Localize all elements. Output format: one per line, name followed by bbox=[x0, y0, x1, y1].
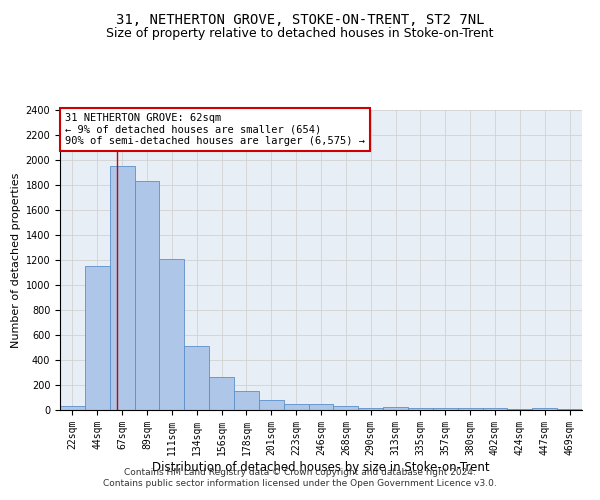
Bar bbox=[259, 400, 284, 410]
Bar bbox=[358, 408, 383, 410]
Bar bbox=[110, 166, 134, 410]
Text: Contains HM Land Registry data © Crown copyright and database right 2024.
Contai: Contains HM Land Registry data © Crown c… bbox=[103, 468, 497, 487]
Text: Size of property relative to detached houses in Stoke-on-Trent: Size of property relative to detached ho… bbox=[106, 28, 494, 40]
Bar bbox=[532, 408, 557, 410]
Bar bbox=[458, 408, 482, 410]
Bar bbox=[408, 408, 433, 410]
Bar bbox=[308, 404, 334, 410]
Y-axis label: Number of detached properties: Number of detached properties bbox=[11, 172, 22, 348]
Bar bbox=[433, 408, 458, 410]
Bar bbox=[284, 404, 308, 410]
Bar bbox=[482, 408, 508, 410]
Text: 31, NETHERTON GROVE, STOKE-ON-TRENT, ST2 7NL: 31, NETHERTON GROVE, STOKE-ON-TRENT, ST2… bbox=[116, 12, 484, 26]
Bar bbox=[184, 346, 209, 410]
Bar bbox=[60, 406, 85, 410]
Bar bbox=[160, 259, 184, 410]
Bar bbox=[134, 181, 160, 410]
Bar bbox=[334, 406, 358, 410]
Bar bbox=[508, 408, 532, 410]
Bar bbox=[234, 390, 259, 410]
X-axis label: Distribution of detached houses by size in Stoke-on-Trent: Distribution of detached houses by size … bbox=[152, 460, 490, 473]
Bar bbox=[383, 407, 408, 410]
Bar bbox=[85, 266, 110, 410]
Text: 31 NETHERTON GROVE: 62sqm
← 9% of detached houses are smaller (654)
90% of semi-: 31 NETHERTON GROVE: 62sqm ← 9% of detach… bbox=[65, 113, 365, 146]
Bar bbox=[557, 409, 582, 410]
Bar bbox=[209, 377, 234, 410]
